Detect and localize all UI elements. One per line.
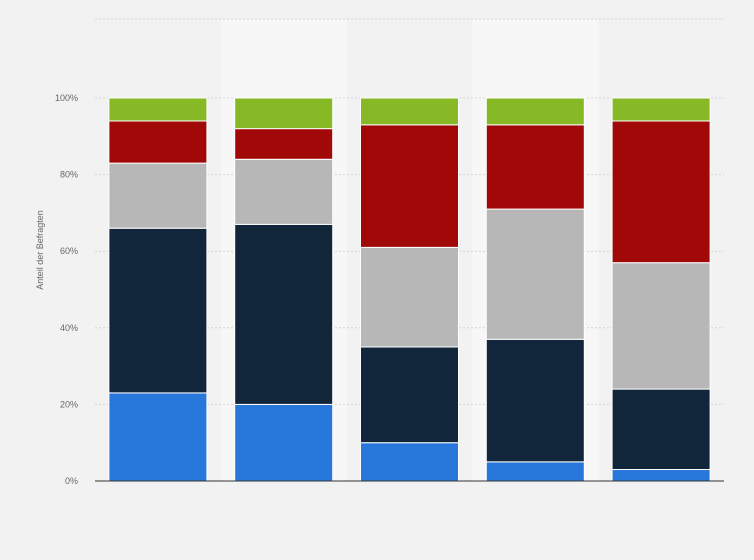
y-tick-label: 80%: [60, 170, 78, 180]
bar-segment-2: [234, 223, 334, 405]
bar-stacks: [108, 97, 711, 482]
bar-segment-1: [234, 403, 334, 482]
y-axis-label: Anteil der Befragten: [35, 210, 45, 290]
bar-segment-1: [108, 392, 208, 482]
bar-segment-3: [611, 262, 711, 390]
bar-segment-2: [360, 346, 459, 444]
bar-segment-1: [611, 469, 711, 482]
bar-segment-4: [234, 128, 334, 160]
bar-segment-4: [108, 120, 208, 164]
bar-segment-4: [360, 124, 459, 248]
bar-segment-4: [485, 124, 585, 210]
bar-segment-5: [360, 97, 459, 126]
y-tick-label: 20%: [60, 399, 78, 409]
bar-segment-3: [108, 162, 208, 229]
y-tick-label: 100%: [55, 93, 78, 103]
bar-segment-5: [234, 97, 334, 130]
bar-segment-5: [108, 97, 208, 122]
bar-segment-5: [611, 97, 711, 122]
bar-segment-3: [234, 158, 334, 225]
bar-segment-3: [485, 208, 585, 340]
bar-segment-1: [360, 442, 459, 482]
bar-segment-4: [611, 120, 711, 264]
y-tick-label: 0%: [65, 476, 78, 486]
y-tick-label: 40%: [60, 323, 78, 333]
bar-segment-2: [485, 338, 585, 463]
bar-segment-1: [485, 461, 585, 482]
y-tick-label: 60%: [60, 246, 78, 256]
bar-segment-2: [611, 388, 711, 471]
bar-segment-3: [360, 246, 459, 348]
bar-segment-2: [108, 227, 208, 394]
bar-segment-5: [485, 97, 585, 126]
y-axis-ticks: 0% 20% 40% 60% 80% 100%: [55, 93, 78, 486]
